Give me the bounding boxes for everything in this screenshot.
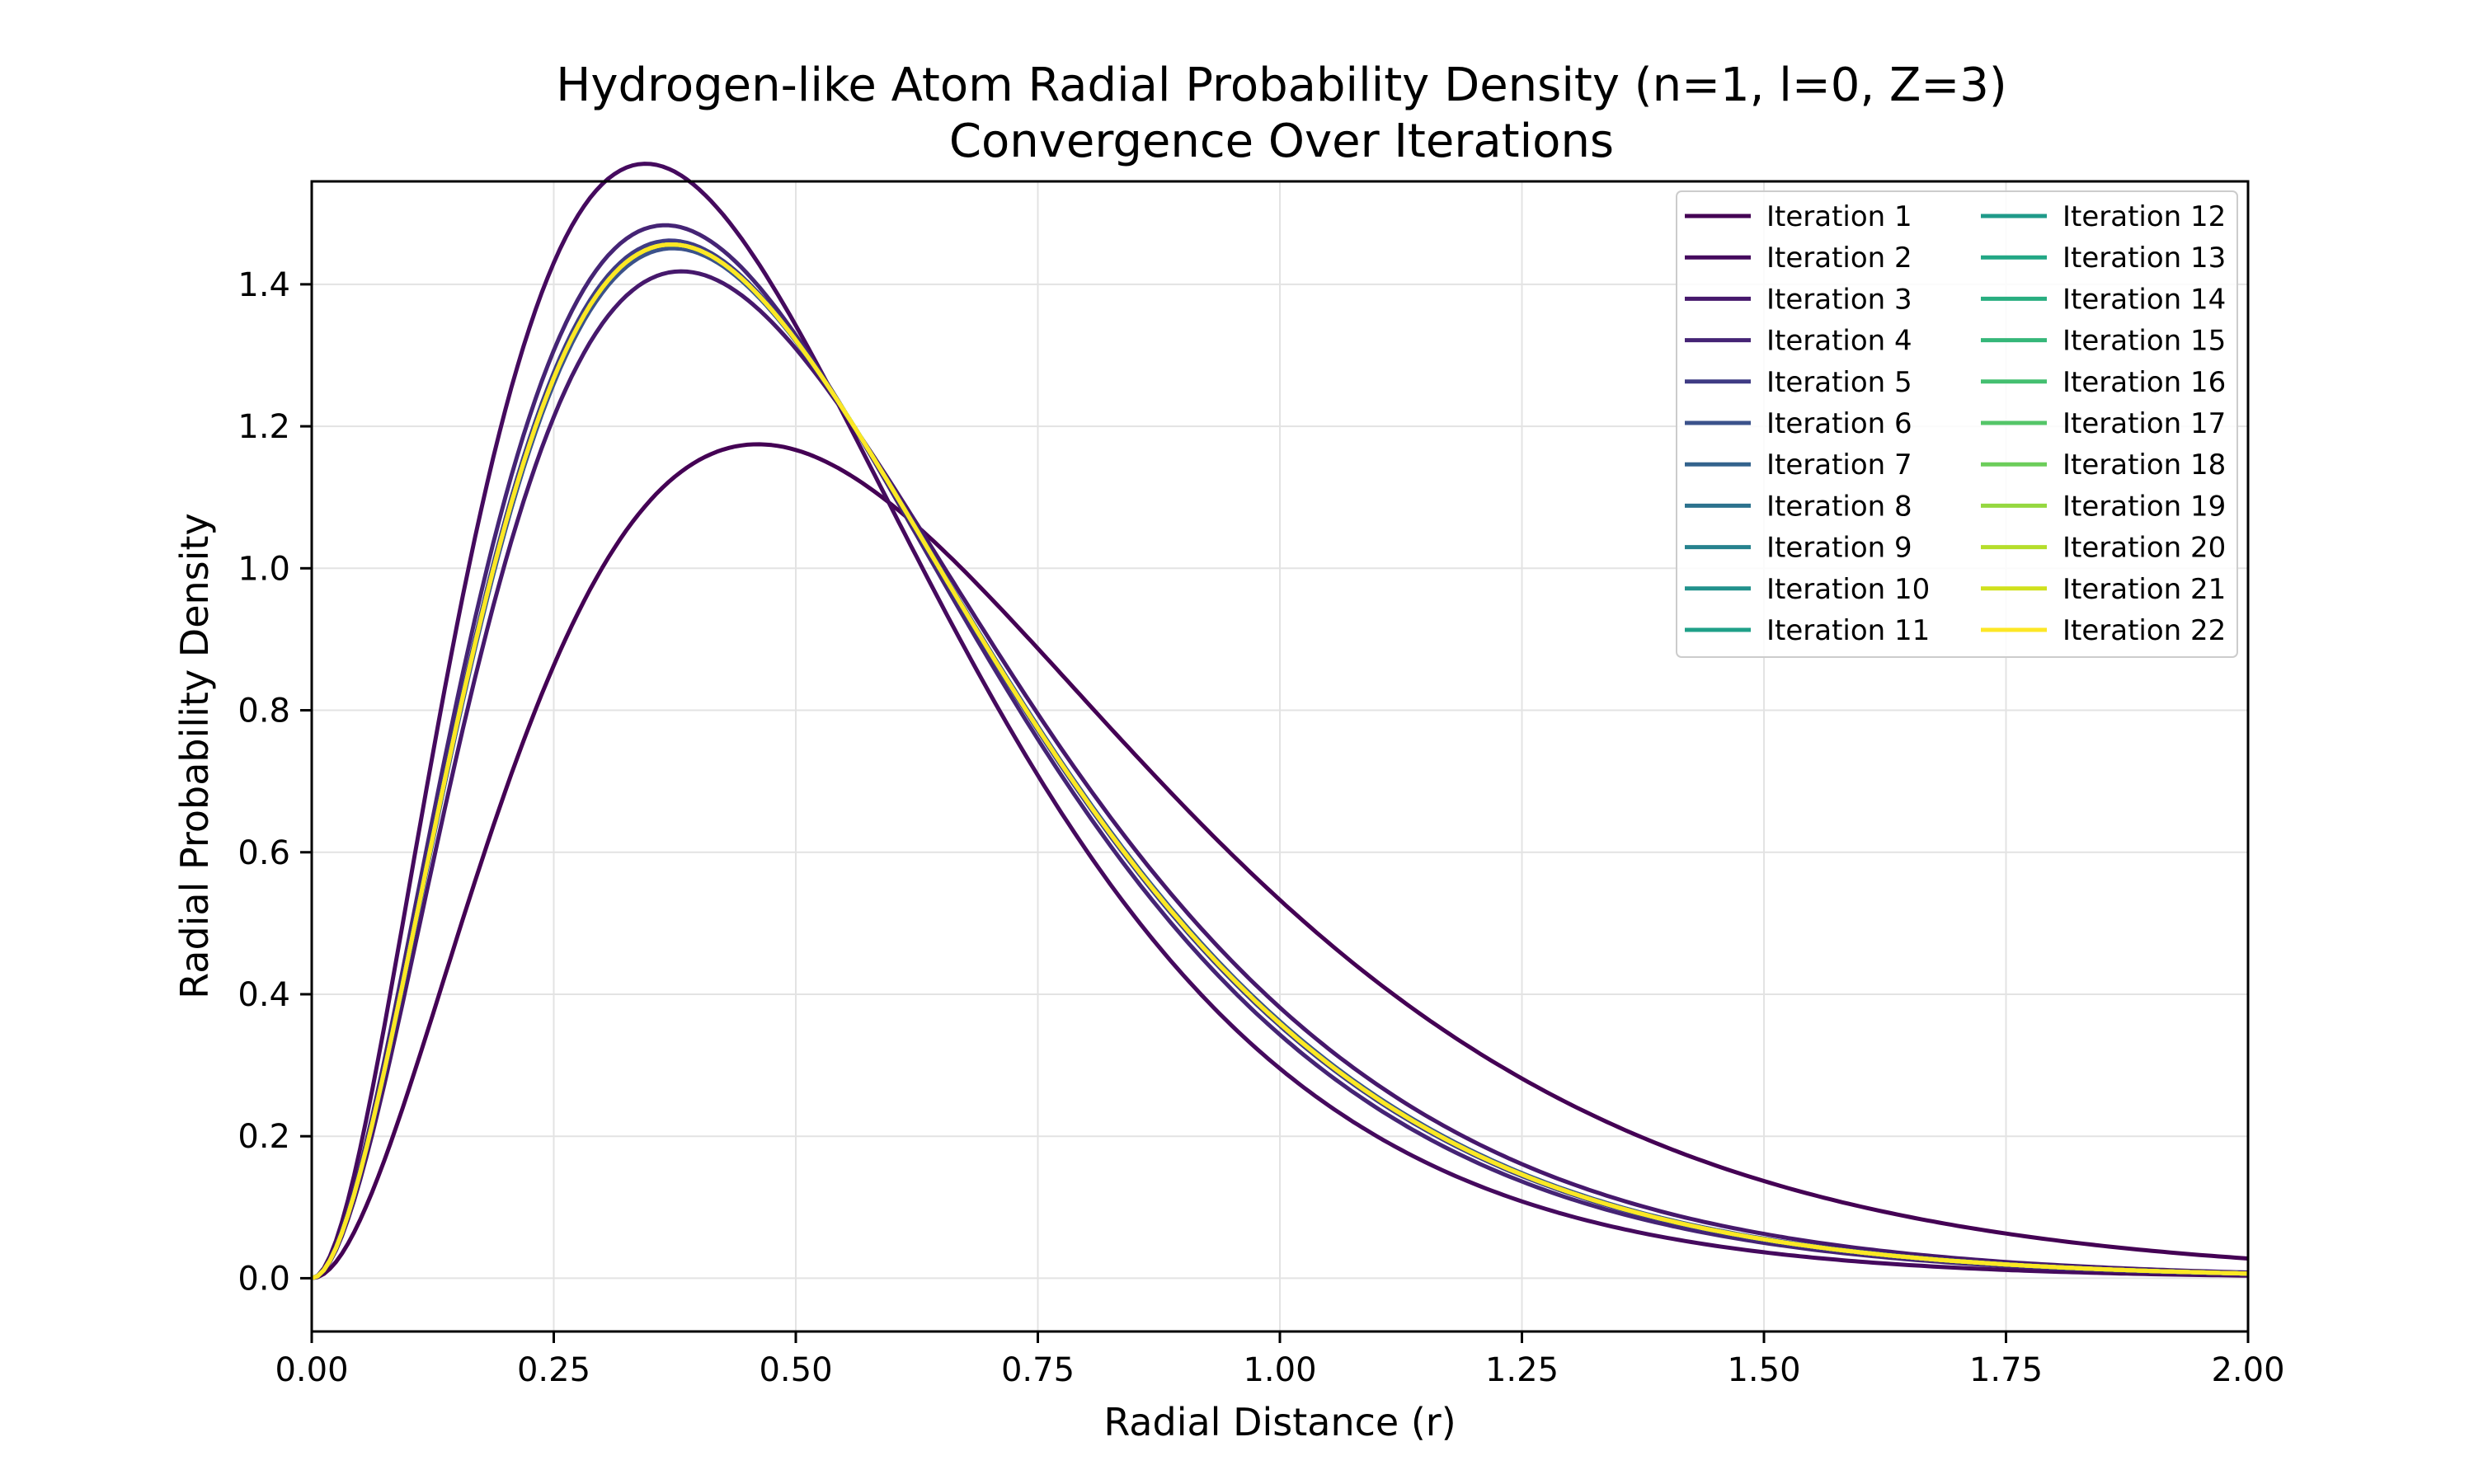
x-tick-label: 0.50 <box>759 1351 832 1389</box>
x-tick-label: 2.00 <box>2211 1351 2284 1389</box>
x-tick-label: 0.25 <box>517 1351 590 1389</box>
chart-title-line-2: Convergence Over Iterations <box>949 115 1614 168</box>
legend-label: Iteration 20 <box>2062 532 2226 565</box>
series-line-iteration-3 <box>311 269 2249 1280</box>
legend-label: Iteration 7 <box>1766 448 1912 481</box>
legend-label: Iteration 19 <box>2062 490 2226 523</box>
x-tick-label: 1.25 <box>1485 1351 1559 1389</box>
legend-label: Iteration 17 <box>2062 407 2226 440</box>
x-tick-label: 0.00 <box>275 1351 348 1389</box>
legend-label: Iteration 3 <box>1766 283 1912 316</box>
y-tick-label: 1.0 <box>238 550 290 588</box>
x-tick-label: 1.75 <box>1969 1351 2043 1389</box>
series-line-iteration-2 <box>311 162 2249 1280</box>
legend-label: Iteration 16 <box>2062 366 2226 399</box>
legend-label: Iteration 8 <box>1766 490 1912 523</box>
y-tick-label: 0.0 <box>238 1260 290 1298</box>
legend: Iteration 1 Iteration 2 Iteration 3 Iterati… <box>1676 190 2238 658</box>
x-axis-label: Radial Distance (r) <box>1103 1400 1456 1444</box>
legend-label: Iteration 22 <box>2062 614 2226 647</box>
chart-title: Hydrogen-like Atom Radial Probability De… <box>556 59 2007 168</box>
y-tick-label: 0.2 <box>238 1118 290 1156</box>
legend-label: Iteration 18 <box>2062 448 2226 481</box>
series-line-iteration-22 <box>311 242 2249 1280</box>
legend-label: Iteration 4 <box>1766 325 1912 358</box>
legend-label: Iteration 13 <box>2062 242 2226 275</box>
legend-label: Iteration 6 <box>1766 407 1912 440</box>
x-tick-label: 1.50 <box>1727 1351 1800 1389</box>
legend-label: Iteration 14 <box>2062 283 2226 316</box>
legend-label: Iteration 15 <box>2062 325 2226 358</box>
legend-label: Iteration 2 <box>1766 242 1912 275</box>
series-lines <box>311 162 2249 1280</box>
legend-label: Iteration 11 <box>1766 614 1930 647</box>
legend-label: Iteration 5 <box>1766 366 1912 399</box>
axis-ticks: 0.00 0.25 0.50 0.75 1.00 1.25 1.50 1.75 2.00 0.0 0… <box>238 266 2284 1389</box>
legend-label: Iteration 10 <box>1766 573 1930 606</box>
y-axis-label: Radial Probability Density <box>172 513 217 998</box>
legend-label: Iteration 21 <box>2062 573 2226 606</box>
x-tick-label: 0.75 <box>1001 1351 1075 1389</box>
legend-entries: Iteration 1 Iteration 2 Iteration 3 Iterati… <box>1685 200 2226 647</box>
legend-label: Iteration 1 <box>1766 200 1912 233</box>
y-tick-label: 0.4 <box>238 976 290 1014</box>
y-tick-label: 1.2 <box>238 408 290 446</box>
legend-label: Iteration 12 <box>2062 200 2226 233</box>
legend-frame <box>1676 190 2238 658</box>
legend-label: Iteration 9 <box>1766 532 1912 565</box>
x-tick-label: 1.00 <box>1243 1351 1316 1389</box>
y-tick-label: 0.8 <box>238 693 290 730</box>
series-line-iteration-1 <box>311 442 2249 1280</box>
chart-title-line-1: Hydrogen-like Atom Radial Probability De… <box>556 59 2007 112</box>
y-tick-label: 0.6 <box>238 834 290 872</box>
y-tick-label: 1.4 <box>238 266 290 304</box>
